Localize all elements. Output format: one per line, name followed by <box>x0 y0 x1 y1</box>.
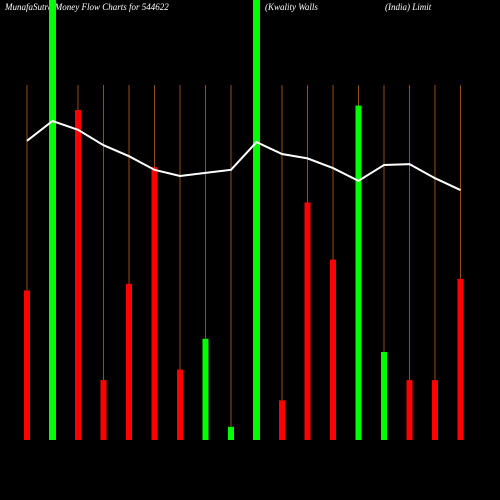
bar <box>228 426 234 440</box>
bar <box>330 259 336 440</box>
trend-line <box>26 119 461 191</box>
bar <box>381 352 387 440</box>
bar <box>432 380 438 440</box>
bar <box>49 0 56 440</box>
bar <box>202 338 209 440</box>
chart-title: MunafaSutra Money Flow Charts for 544622 <box>4 2 169 12</box>
bar <box>177 369 183 440</box>
bar <box>75 110 81 440</box>
bar <box>304 202 311 440</box>
chart-title: (Kwality Walls <box>265 2 318 12</box>
bar <box>24 290 30 440</box>
bar <box>457 278 464 440</box>
bar <box>253 0 260 440</box>
chart-title: (India) Limit <box>385 2 432 12</box>
bar <box>126 283 132 440</box>
bar <box>151 167 158 440</box>
bar <box>100 380 107 440</box>
bar <box>406 380 413 440</box>
bar <box>279 400 285 440</box>
bar <box>355 105 362 440</box>
